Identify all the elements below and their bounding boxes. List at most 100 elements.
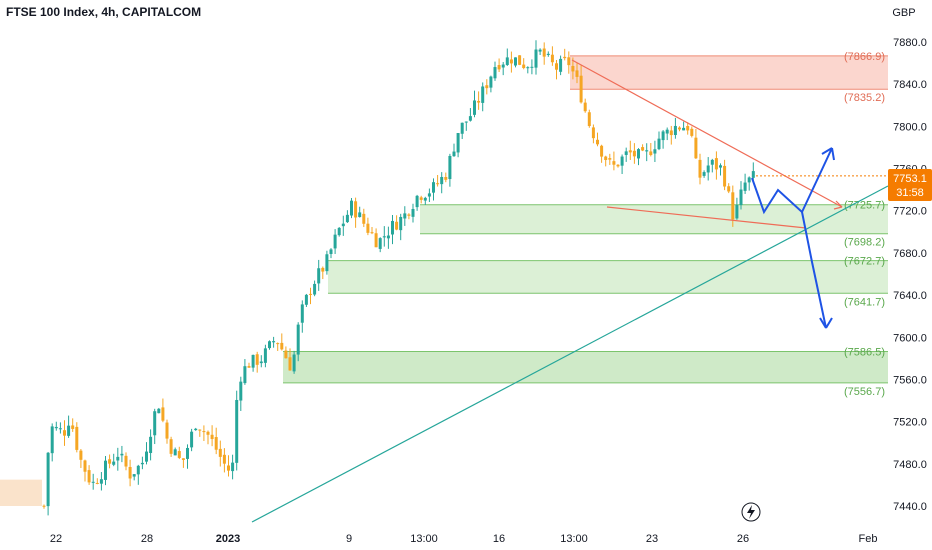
candle-body [591,127,595,139]
candle-body [177,451,181,458]
candle-body [108,459,112,464]
price-tag-box [888,169,932,201]
candle-body [448,155,452,180]
candle-body [206,431,210,435]
candle-body [95,482,99,484]
candle-body [378,238,382,249]
candle-body [329,249,333,254]
candle-body [358,212,362,218]
candle-body [419,197,423,200]
y-tick-label: 7560.0 [893,374,927,386]
candle-body [366,223,370,233]
candle-body [317,268,321,284]
zone-bottom-label: (7698.2) [844,237,885,249]
candle-body [67,425,71,436]
bearish-arrow-head [819,317,833,329]
x-tick-label: 16 [493,533,505,545]
candle-body [526,67,530,69]
candle-body [714,158,718,170]
candle-body [682,127,686,131]
left-zone [0,479,42,506]
x-tick-label: 13:00 [410,533,438,545]
time-axis[interactable]: 22 28 2023 9 13:00 16 13:00 23 26 Feb [50,533,878,545]
candle-body [456,133,460,153]
candle-body [124,455,128,467]
price-tag-countdown: 31:58 [896,187,924,199]
candle-body [444,176,448,180]
candle-body [661,131,665,141]
candle-body [555,63,558,70]
candle-body [743,182,747,191]
candle-body [538,49,542,52]
candle-body [702,172,706,176]
candle-body [665,129,669,134]
candle-body [645,150,649,152]
candle-body [694,137,698,159]
candle-body [628,150,632,153]
candle-body [604,156,608,161]
candle-body [354,201,358,218]
y-tick-label: 7600.0 [893,332,927,344]
candle-body [202,431,206,433]
current-price-tag: 7753.1 31:58 [888,169,932,201]
zone-top-label: (7725.7) [844,200,885,212]
candle-body [710,159,714,165]
candle-body [432,182,435,193]
candle-body [91,481,95,483]
candle-body [509,59,513,64]
candle-body [522,64,526,69]
y-tick-label: 7880.0 [893,37,927,49]
candle-body [468,116,472,121]
candle-body [575,70,579,77]
zone-top-label: (7672.7) [844,256,885,268]
candle-body [112,461,116,465]
candle-body [54,426,58,429]
candle-body [116,456,120,461]
trend-lines [251,59,889,523]
candle-body [276,343,280,345]
candle-body [173,449,177,456]
candle-body [567,57,571,66]
price-axis[interactable]: 7440.0 7480.0 7520.0 7560.0 7600.0 7640.0 7680… [893,37,927,513]
price-zones: (7866.9) (7835.2) (7725.7) (7698.2) (7672.7)… [0,51,888,506]
bullish-projection [751,147,833,215]
x-tick-label: Feb [859,533,878,545]
candle-body [83,460,87,472]
candle-body [399,216,403,231]
candle-body [321,267,325,272]
candle-body [42,505,46,507]
candle-body [149,436,153,454]
candle-body [641,147,645,151]
zone-top-label: (7866.9) [844,51,885,63]
candle-body [140,462,144,465]
x-tick-label: 23 [646,533,658,545]
currency-label: GBP [892,7,915,19]
candle-body [251,354,255,368]
candle-body [268,341,271,349]
candle-body [403,213,407,219]
candle-body [272,341,276,343]
candle-body [571,65,575,72]
candle-body [616,164,620,167]
x-tick-label: 28 [141,533,153,545]
candle-body [464,121,468,123]
candle-body [300,304,304,323]
candle-body [181,458,185,460]
candle-body [501,64,505,68]
candle-body [255,354,259,365]
alert-icon[interactable] [741,502,761,522]
candle-body [153,411,157,436]
candle-body [235,399,239,463]
candle-body [608,158,612,160]
candle-body [190,431,194,448]
candle-body [210,434,214,440]
candle-body [600,145,604,157]
projection-paths [751,147,835,329]
candle-body [653,149,657,154]
candle-body [46,452,50,507]
chart-title: FTSE 100 Index, 4h, CAPITALCOM [6,5,202,19]
candle-body [751,171,755,178]
candle-body [669,130,673,136]
candle-body [333,234,337,249]
